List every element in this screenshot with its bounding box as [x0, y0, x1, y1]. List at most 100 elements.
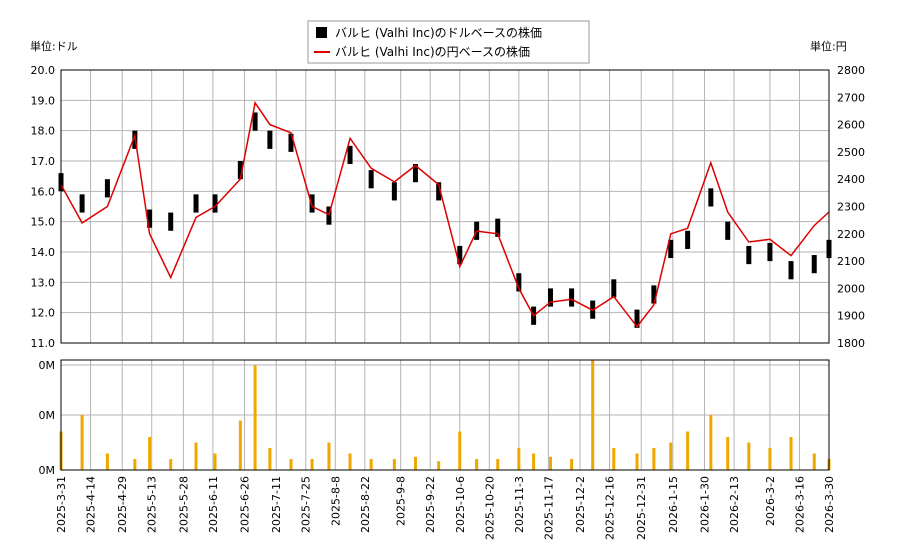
volume-bar	[532, 453, 536, 470]
volume-bars	[59, 360, 831, 470]
left-tick-label: 15.0	[31, 216, 56, 229]
volume-bar	[369, 459, 373, 470]
volume-bar	[310, 459, 314, 470]
volume-tick-label: 0M	[39, 409, 56, 422]
left-axis-unit-label: 単位:ドル	[30, 39, 78, 53]
volume-bar	[570, 459, 574, 470]
volume-bar	[268, 448, 272, 470]
volume-bar	[652, 448, 656, 470]
volume-bar	[686, 431, 690, 470]
x-tick-label: 2025-6-26	[239, 476, 252, 533]
volume-bar	[327, 442, 331, 470]
legend-box	[307, 20, 590, 64]
x-axis: 2025-3-31 2025-4-14 2025-4-29 2025-5-13 2025…	[55, 476, 836, 540]
legend-jpy-label: バルヒ (Valhi Inc)の円ベースの株価	[335, 44, 530, 59]
usd-price-bar	[634, 309, 640, 328]
x-tick-label: 2025-4-29	[116, 476, 129, 533]
volume-bar	[194, 442, 198, 470]
right-tick-label: 1800	[837, 337, 865, 350]
x-tick-label: 2025-10-6	[454, 476, 467, 533]
left-tick-label: 12.0	[31, 307, 56, 320]
x-tick-label: 2025-7-11	[270, 476, 283, 533]
volume-bar	[458, 431, 462, 470]
volume-bar	[148, 437, 152, 470]
usd-price-bars	[58, 112, 832, 328]
right-tick-label: 2300	[837, 201, 865, 214]
volume-bar	[80, 415, 84, 470]
usd-price-bar	[685, 230, 691, 249]
price-grid	[60, 69, 830, 344]
x-tick-label: 2025-8-8	[329, 476, 342, 526]
volume-bar	[253, 365, 257, 470]
right-tick-label: 2400	[837, 173, 865, 186]
left-y-axis: 20.0 19.0 18.0 17.0 16.0 15.0 14.0 13.0 12.0 11.0	[31, 64, 56, 350]
usd-price-bar	[412, 164, 418, 183]
legend: バルヒ (Valhi Inc)のドルベースの株価 バルヒ (Valhi Inc)…	[307, 20, 590, 64]
usd-price-bar	[668, 239, 674, 259]
volume-bar	[475, 459, 479, 470]
usd-price-bar	[516, 273, 522, 292]
usd-price-bar	[495, 218, 501, 237]
usd-price-bar	[547, 288, 553, 307]
x-tick-label: 2026-2-13	[728, 476, 741, 533]
x-tick-label: 2025-12-31	[635, 476, 648, 540]
usd-price-bar	[326, 206, 332, 225]
x-tick-label: 2026-1-30	[699, 476, 712, 533]
volume-bar	[496, 459, 500, 470]
x-tick-label: 2025-3-31	[55, 476, 68, 533]
volume-bar	[669, 442, 673, 470]
volume-bar	[612, 448, 616, 470]
legend-usd-label: バルヒ (Valhi Inc)のドルベースの株価	[335, 25, 542, 40]
x-tick-label: 2025-11-17	[542, 476, 555, 540]
x-tick-label: 2025-9-22	[424, 476, 437, 533]
jpy-price-line	[60, 100, 830, 328]
price-plot-frame	[60, 69, 830, 344]
usd-price-bar	[288, 133, 294, 152]
x-tick-label: 2026-1-15	[667, 476, 680, 533]
usd-price-bar	[457, 245, 463, 265]
usd-price-bar	[347, 145, 353, 165]
usd-price-bar	[104, 179, 110, 198]
usd-price-bar	[267, 130, 273, 149]
right-tick-label: 2200	[837, 228, 865, 241]
right-tick-label: 2500	[837, 146, 865, 159]
volume-bar	[789, 437, 793, 470]
x-tick-label: 2026-3-16	[793, 476, 806, 533]
right-tick-label: 2800	[837, 64, 865, 77]
volume-bar	[591, 360, 595, 470]
usd-price-bar	[368, 170, 374, 189]
right-y-axis: 2800 2700 2600 2500 2400 2300 2200 2100 2000 1900…	[837, 64, 865, 350]
usd-price-bar	[237, 161, 243, 180]
left-tick-label: 18.0	[31, 125, 56, 138]
x-tick-label: 2025-4-14	[85, 476, 98, 533]
volume-bar	[169, 459, 173, 470]
left-tick-label: 16.0	[31, 185, 56, 198]
volume-y-axis: 0M 0M 0M	[39, 359, 56, 477]
usd-price-bar	[611, 279, 617, 298]
legend-usd-swatch	[316, 27, 327, 38]
usd-price-bar	[193, 194, 199, 213]
usd-price-bar	[569, 288, 575, 307]
left-tick-label: 17.0	[31, 155, 56, 168]
x-tick-label: 2025-12-16	[604, 476, 617, 540]
right-tick-label: 2000	[837, 282, 865, 295]
left-tick-label: 13.0	[31, 276, 56, 289]
usd-price-bar	[651, 285, 657, 304]
left-tick-label: 19.0	[31, 94, 56, 107]
x-tick-label: 2026-3-2	[764, 476, 777, 526]
volume-bar	[768, 448, 772, 470]
right-tick-label: 2600	[837, 119, 865, 132]
usd-price-bar	[147, 209, 153, 228]
volume-bar	[348, 453, 352, 470]
usd-price-bar	[168, 212, 174, 231]
usd-price-bar	[212, 194, 218, 213]
usd-price-bar	[746, 245, 752, 265]
volume-plot-frame	[60, 359, 830, 471]
x-tick-label: 2025-10-20	[483, 476, 496, 540]
volume-bar	[133, 459, 137, 470]
volume-bar	[726, 437, 730, 470]
volume-bar	[747, 442, 751, 470]
x-tick-label: 2025-12-2	[574, 476, 587, 533]
x-tick-label: 2025-5-13	[146, 476, 159, 533]
